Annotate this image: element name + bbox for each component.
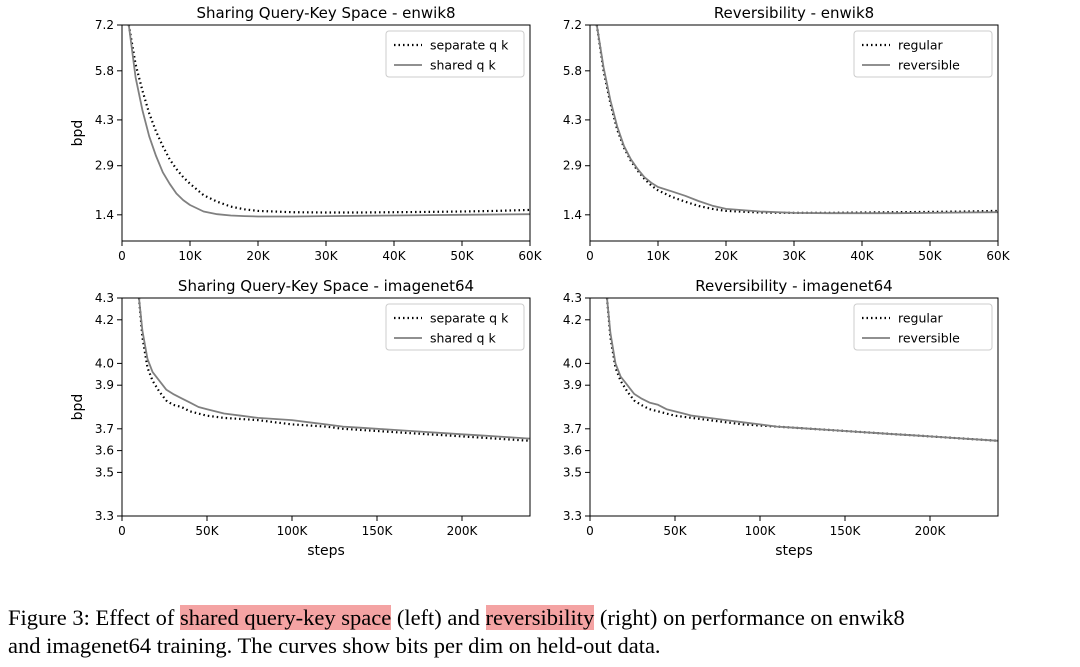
y-tick-label: 3.9 [95,378,114,392]
y-tick-label: 5.8 [95,64,114,78]
series-line-shared-q-k [138,298,530,440]
panel-3: Reversibility - imagenet64 0 50K 100K 150K 20… [563,277,999,559]
y-axis-label: bpd [70,120,86,147]
legend-label-shared-q-k: shared q k [430,331,496,346]
y-tick-label: 3.3 [563,509,582,523]
legend-label-reversible: reversible [898,58,960,73]
legend-label-separate-q-k: separate q k [430,311,509,326]
y-tick-label: 3.7 [95,422,114,436]
y-tick-label: 3.9 [563,378,582,392]
figure-panels: Sharing Query-Key Space - enwik8 0 10K 20K 3… [70,4,1011,559]
caption-highlight-reversibility: reversibility [485,605,595,630]
y-tick-label: 1.4 [95,208,114,222]
figure-caption: Figure 3: Effect of shared query-key spa… [8,604,1074,660]
panel-0-title: Sharing Query-Key Space - enwik8 [196,4,455,22]
x-tick-label: 30K [782,249,806,263]
caption-text-3: (right) on performance on enwik8 [594,605,905,630]
x-tick-label: 50K [195,524,219,538]
y-tick-label: 3.5 [563,465,582,479]
y-axis-label: bpd [70,394,86,421]
x-axis-label: steps [775,543,813,559]
x-tick-label: 60K [986,249,1010,263]
x-tick-label: 100K [277,524,309,538]
panel-3-frame [589,297,999,517]
x-tick-label: 20K [246,249,270,263]
x-tick-label: 100K [745,524,777,538]
y-tick-label: 3.3 [95,509,114,523]
y-tick-label: 4.3 [95,113,114,127]
y-tick-label: 5.8 [563,64,582,78]
panel-1: Reversibility - enwik8 0 10K 20K 30K 40K 50K 60… [563,4,1011,263]
legend-label-regular: regular [898,311,944,326]
caption-highlight-shared-qk: shared query-key space [180,605,392,630]
y-tick-label: 4.2 [95,313,114,327]
series-line-reversible [606,298,998,442]
y-tick-label: 4.0 [95,356,114,370]
x-tick-label: 150K [830,524,862,538]
x-tick-label: 0 [586,524,594,538]
caption-text-2: (left) and [391,605,486,630]
x-axis-label: steps [307,543,345,559]
y-tick-label: 7.2 [563,18,582,32]
x-tick-label: 150K [362,524,394,538]
series-line-separate-q-k [137,298,530,442]
y-tick-label: 4.0 [563,356,582,370]
panel-0: Sharing Query-Key Space - enwik8 0 10K 20K 3… [70,4,543,263]
y-tick-label: 4.3 [563,291,582,305]
panel-2-frame [121,297,531,517]
series-line-shared-q-k [127,25,530,218]
y-tick-label: 3.6 [563,444,582,458]
x-tick-label: 0 [118,249,126,263]
panel-2-title: Sharing Query-Key Space - imagenet64 [178,277,474,295]
x-tick-label: 50K [918,249,942,263]
x-tick-label: 40K [850,249,874,263]
y-tick-label: 1.4 [563,208,582,222]
y-tick-label: 4.3 [563,113,582,127]
x-tick-label: 50K [450,249,474,263]
x-tick-label: 10K [646,249,670,263]
x-tick-label: 10K [178,249,202,263]
series-line-regular [605,298,998,442]
y-tick-label: 2.9 [95,159,114,173]
panel-3-title: Reversibility - imagenet64 [695,277,892,295]
x-tick-label: 0 [586,249,594,263]
x-tick-label: 200K [915,524,947,538]
x-tick-label: 60K [518,249,542,263]
y-tick-label: 2.9 [563,159,582,173]
x-tick-label: 40K [382,249,406,263]
series-line-reversible [595,25,998,215]
y-tick-label: 4.3 [95,291,114,305]
panel-2: Sharing Query-Key Space - imagenet64 0 50K… [70,277,531,559]
panel-1-title: Reversibility - enwik8 [714,4,874,22]
y-tick-label: 3.7 [563,422,582,436]
y-tick-label: 3.6 [95,444,114,458]
x-tick-label: 200K [447,524,479,538]
x-tick-label: 30K [314,249,338,263]
legend-label-separate-q-k: separate q k [430,38,509,53]
y-tick-label: 3.5 [95,465,114,479]
legend-label-shared-q-k: shared q k [430,58,496,73]
caption-text-1: Figure 3: Effect of [8,605,181,630]
legend-label-regular: regular [898,38,944,53]
x-tick-label: 20K [714,249,738,263]
caption-text-4: and imagenet64 training. The curves show… [8,633,661,658]
series-line-separate-q-k [127,25,530,214]
y-tick-label: 4.2 [563,313,582,327]
y-tick-label: 7.2 [95,18,114,32]
x-tick-label: 50K [663,524,687,538]
legend-label-reversible: reversible [898,331,960,346]
x-tick-label: 0 [118,524,126,538]
